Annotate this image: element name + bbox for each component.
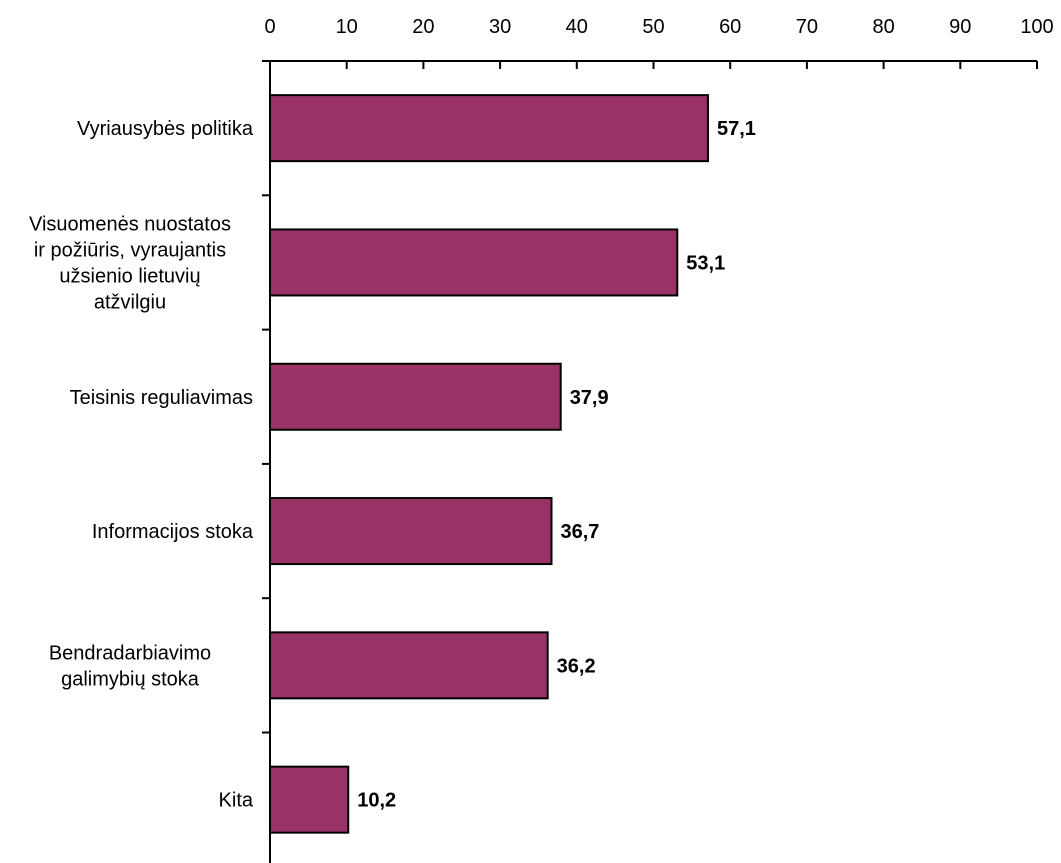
value-label: 57,1 — [717, 118, 756, 140]
value-labels: 57,1 53,1 37,9 36,7 36,2 10,2 — [357, 118, 756, 812]
value-label: 36,2 — [557, 655, 596, 677]
y-axis — [262, 60, 271, 863]
x-tick-label: 80 — [872, 16, 894, 38]
x-tick-label: 90 — [949, 16, 971, 38]
bar — [269, 94, 709, 163]
category-label: Visuomenės nuostatos ir požiūris, vyrauja… — [29, 213, 231, 313]
x-tick-label: 40 — [566, 16, 588, 38]
category-label: Teisinis reguliavimas — [70, 387, 253, 409]
category-label: Vyriausybės politika — [77, 118, 254, 140]
x-tick-label: 20 — [412, 16, 434, 38]
value-label: 36,7 — [560, 521, 599, 543]
bar — [269, 228, 679, 297]
category-labels: Vyriausybės politika Visuomenės nuostatos… — [29, 118, 254, 812]
bars — [269, 94, 709, 834]
x-tick-label: 10 — [336, 16, 358, 38]
bar — [269, 765, 350, 834]
x-tick-label: 50 — [642, 16, 664, 38]
category-label: Bendradarbiavimo galimybių stoka — [49, 642, 211, 690]
x-axis: 0 10 20 30 40 50 60 70 80 90 100 — [264, 16, 1054, 69]
x-tick-label: 60 — [719, 16, 741, 38]
category-label: Kita — [219, 790, 254, 812]
x-tick-label: 70 — [796, 16, 818, 38]
x-tick-label: 100 — [1020, 16, 1053, 38]
value-label: 37,9 — [570, 387, 609, 409]
category-label: Informacijos stoka — [92, 521, 254, 543]
x-tick-label: 0 — [264, 16, 275, 38]
value-label: 53,1 — [686, 252, 725, 274]
value-label: 10,2 — [357, 790, 396, 812]
x-tick-label: 30 — [489, 16, 511, 38]
bar — [269, 631, 549, 700]
bar — [269, 497, 553, 566]
bar — [269, 362, 562, 431]
